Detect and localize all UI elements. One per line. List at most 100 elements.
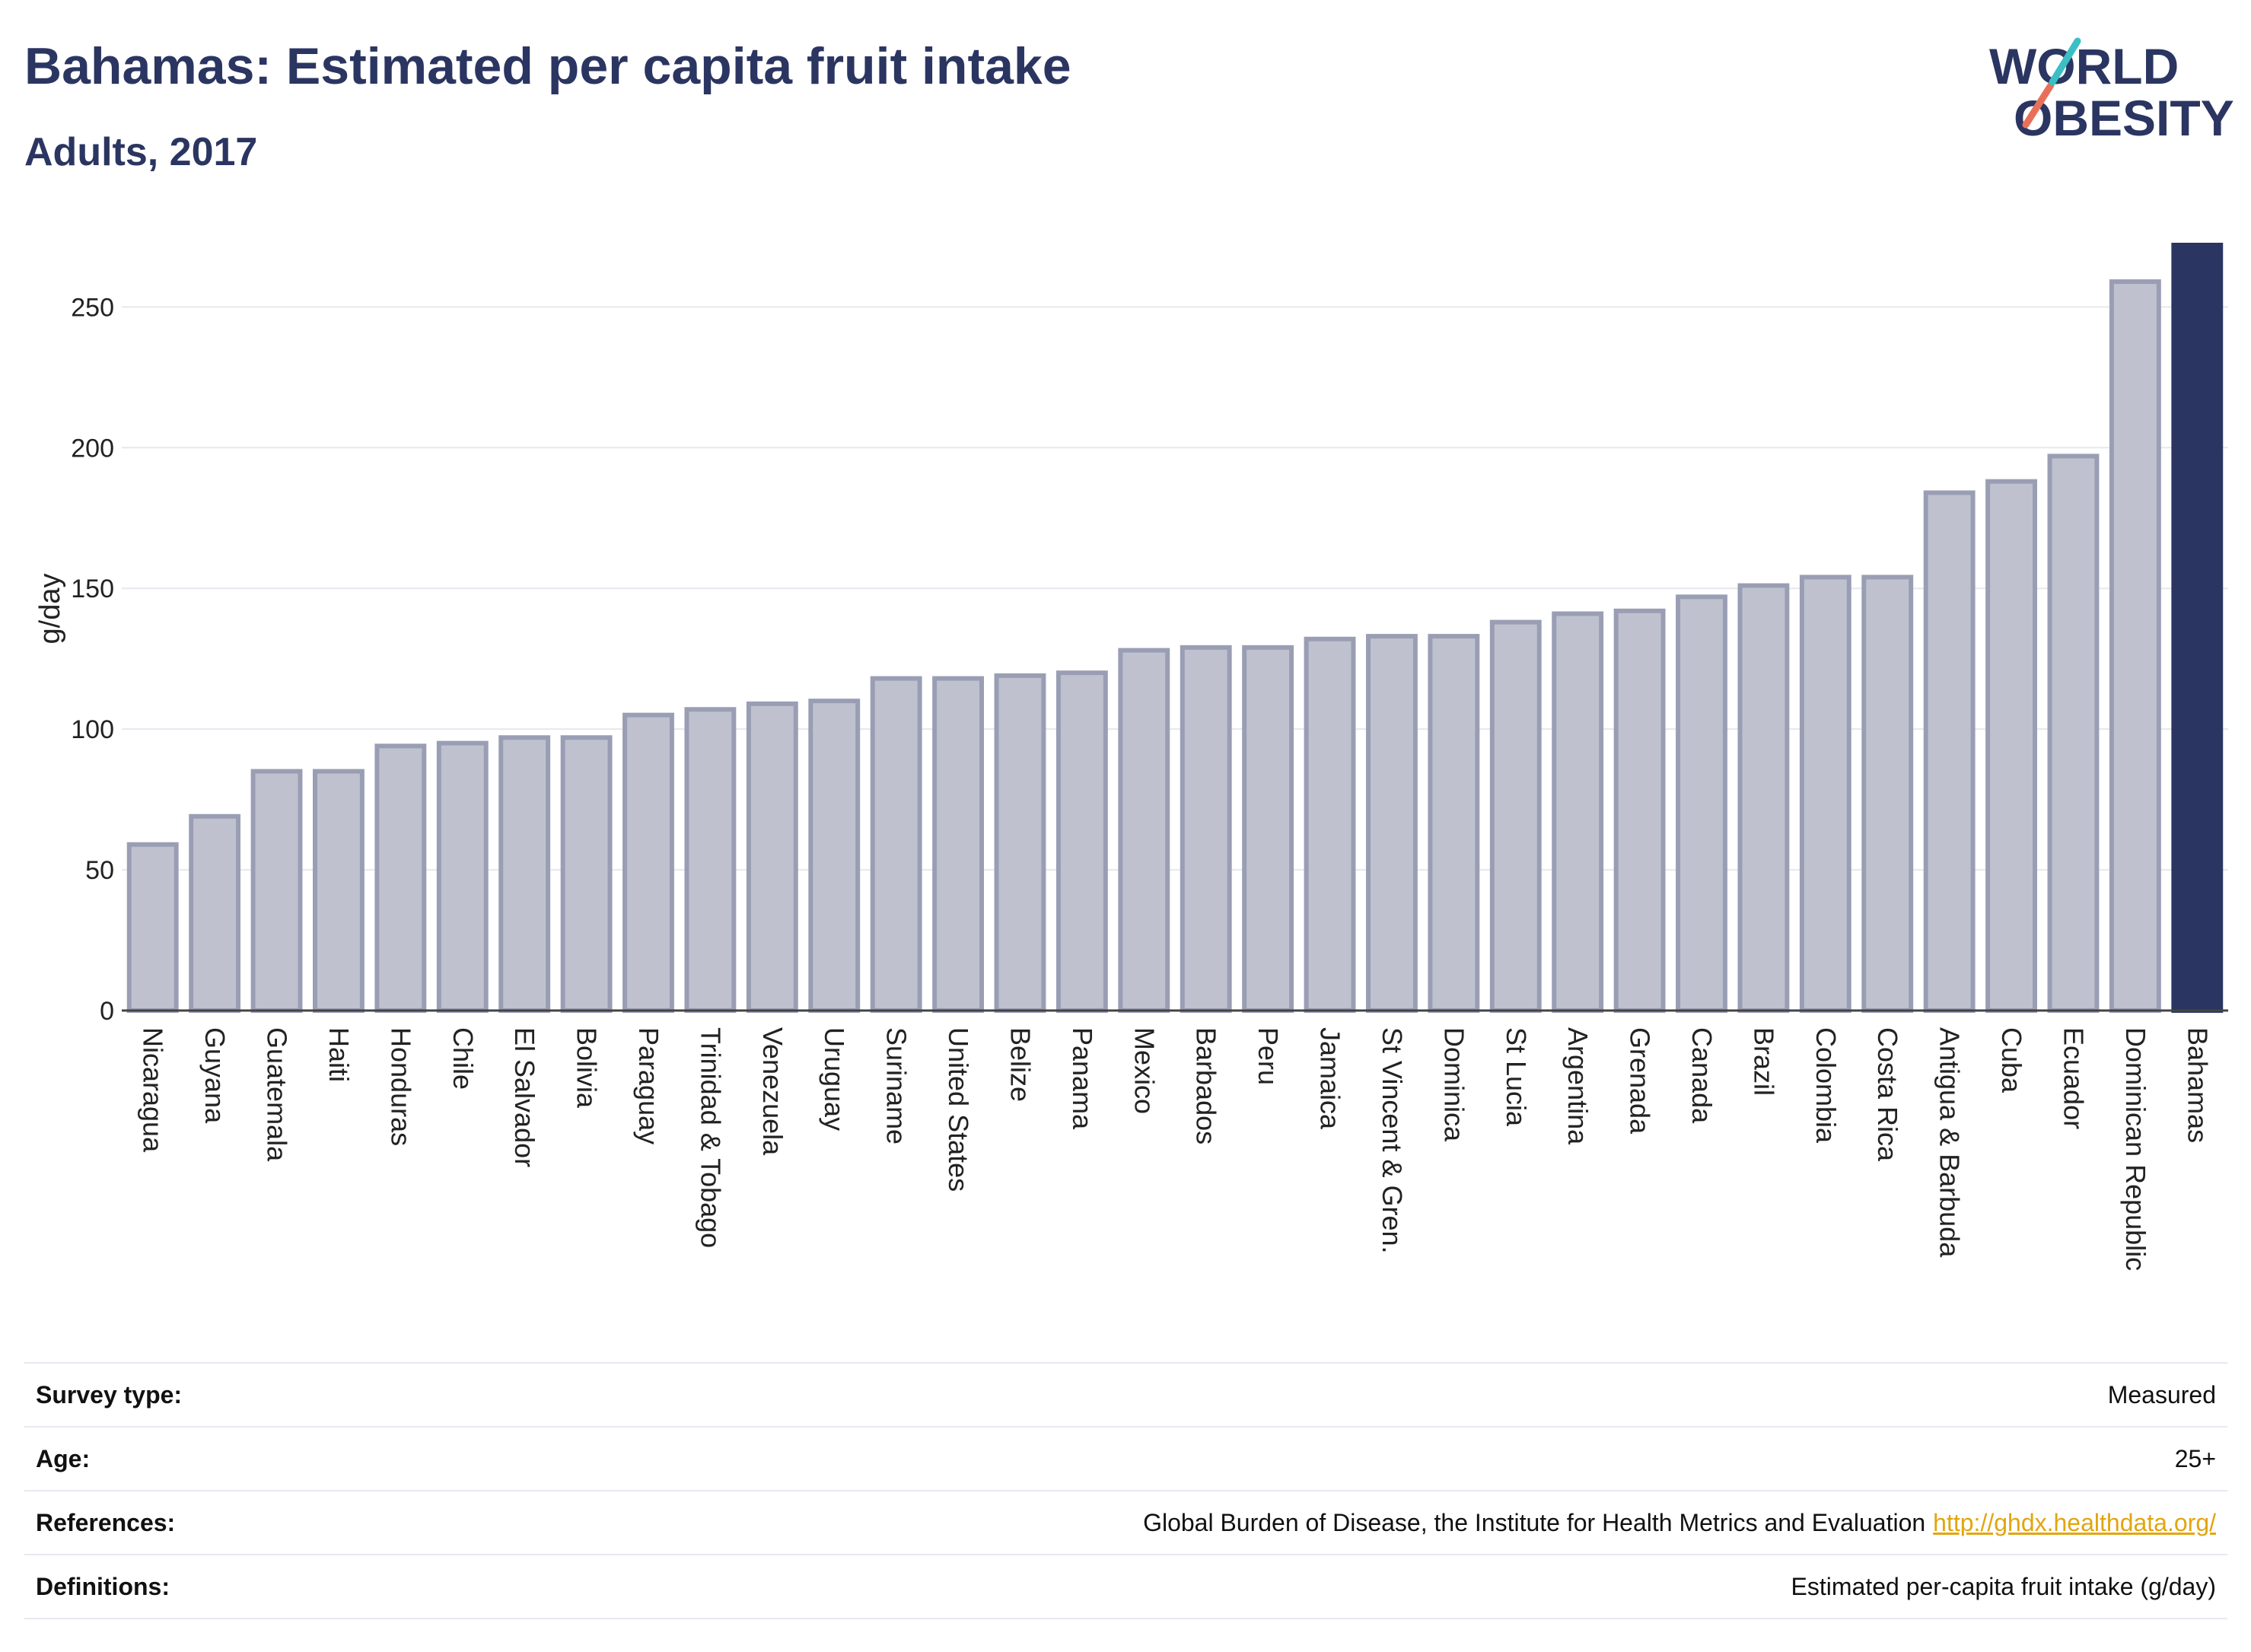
definitions-label: Definitions: <box>36 1572 170 1600</box>
age-row: Age: 25+ <box>24 1426 2227 1490</box>
survey-type-label: Survey type: <box>36 1380 183 1408</box>
x-tick-label: Panama <box>1067 1027 1098 1130</box>
survey-type-row: Survey type: Measured <box>24 1362 2227 1426</box>
references-label: References: <box>36 1508 176 1536</box>
x-tick-label: Grenada <box>1625 1027 1656 1135</box>
y-tick-label: 250 <box>71 293 114 322</box>
x-tick-label: Trinidad & Tobago <box>695 1027 726 1248</box>
bar-belize <box>994 673 1046 1013</box>
bar-ecuador <box>2047 454 2100 1013</box>
chart-subtitle: Adults, 2017 <box>24 130 258 174</box>
x-tick-label: Peru <box>1253 1027 1284 1085</box>
x-tick-label: Jamaica <box>1315 1027 1346 1130</box>
x-tick-label: Guatemala <box>262 1027 293 1162</box>
age-label: Age: <box>36 1444 91 1472</box>
x-tick-label: St Lucia <box>1501 1027 1532 1127</box>
bar-mexico <box>1118 648 1170 1014</box>
y-axis-label: g/day <box>34 574 66 645</box>
bar-st-lucia <box>1489 619 1542 1014</box>
bars <box>126 243 2224 1014</box>
y-tick-label: 100 <box>71 715 114 744</box>
x-tick-label: Guyana <box>199 1027 231 1124</box>
reference-link[interactable]: http://ghdx.healthdata.org/ <box>1933 1508 2216 1536</box>
bar-brazil <box>1737 583 1790 1013</box>
y-tick-label: 150 <box>71 575 114 603</box>
y-tick-label: 200 <box>71 434 114 463</box>
bar-costa-rica <box>1861 575 1914 1013</box>
definitions-value: Estimated per-capita fruit intake (g/day… <box>1791 1572 2216 1600</box>
bar-suriname <box>870 676 922 1014</box>
x-tick-label: United States <box>943 1027 974 1192</box>
bar-venezuela <box>746 701 798 1013</box>
bar-uruguay <box>808 699 861 1013</box>
x-tick-label: Honduras <box>385 1027 416 1146</box>
x-tick-label: Bahamas <box>2182 1027 2213 1143</box>
bar-jamaica <box>1304 636 1356 1013</box>
logo-line1: WORLD <box>1989 38 2179 94</box>
x-tick-label: Canada <box>1686 1027 1718 1124</box>
logo-line2: OBESITY <box>2014 90 2234 146</box>
x-tick-label: Nicaragua <box>138 1027 169 1153</box>
bar-peru <box>1242 645 1294 1013</box>
logo-slash-coral <box>2022 81 2055 129</box>
bar-united-states <box>932 676 984 1014</box>
bar-haiti <box>313 769 365 1013</box>
bar-el-salvador <box>498 735 551 1014</box>
y-tick-label: 0 <box>100 997 114 1026</box>
logo-slash-teal <box>2049 37 2081 86</box>
x-tick-label: Belize <box>1005 1027 1036 1102</box>
references-row: References: Global Burden of Disease, th… <box>24 1490 2227 1554</box>
bar-bahamas <box>2171 243 2224 1013</box>
bar-colombia <box>1799 575 1851 1013</box>
bar-st-vincent-gren- <box>1366 634 1418 1013</box>
bar-canada <box>1676 594 1727 1013</box>
bar-guatemala <box>250 769 303 1013</box>
x-tick-label: Paraguay <box>633 1027 664 1144</box>
bar-bolivia <box>560 735 613 1014</box>
world-obesity-logo: WORLD OBESITY <box>1989 37 2234 146</box>
references-text: Global Burden of Disease, the Institute … <box>1143 1508 1926 1536</box>
x-tick-label: Bolivia <box>572 1027 603 1109</box>
x-tick-label: Antigua & Barbuda <box>1934 1027 1966 1258</box>
bar-chile <box>436 740 489 1013</box>
bar-panama <box>1055 670 1108 1013</box>
bar-barbados <box>1180 645 1232 1013</box>
x-tick-label: Suriname <box>881 1027 912 1144</box>
x-tick-label: Chile <box>447 1027 479 1090</box>
bar-guyana <box>189 813 241 1014</box>
bar-dominica <box>1428 634 1480 1013</box>
bar-paraguay <box>622 712 674 1013</box>
bar-dominican-republic <box>2109 279 2161 1013</box>
bar-argentina <box>1552 611 1604 1013</box>
y-axis-ticks: 0 50 100 150 200 250 <box>71 293 114 1026</box>
x-tick-label: Costa Rica <box>1872 1027 1903 1162</box>
bar-trinidad-tobago <box>684 707 737 1013</box>
x-tick-label: Dominican Republic <box>2120 1027 2151 1271</box>
x-tick-label: Mexico <box>1129 1027 1160 1114</box>
bar-chart: 0 50 100 150 200 250 Nicaragua Guyana Guatemala… <box>34 243 2228 1271</box>
metadata-table: Survey type: Measured Age: 25+ Reference… <box>24 1362 2227 1619</box>
bar-cuba <box>1985 479 2037 1013</box>
x-tick-label: Haiti <box>323 1027 355 1082</box>
definitions-row: Definitions: Estimated per-capita fruit … <box>24 1554 2227 1619</box>
chart-title: Bahamas: Estimated per capita fruit inta… <box>24 37 1071 95</box>
x-tick-label: Colombia <box>1810 1027 1842 1144</box>
x-tick-label: Uruguay <box>819 1027 850 1131</box>
age-value: 25+ <box>2174 1444 2216 1472</box>
y-tick-label: 50 <box>85 856 114 885</box>
x-tick-label: Ecuador <box>2058 1027 2089 1129</box>
survey-type-value: Measured <box>2107 1380 2216 1408</box>
bar-honduras <box>374 743 427 1014</box>
x-tick-label: Cuba <box>1996 1027 2027 1093</box>
x-tick-label: Argentina <box>1562 1027 1594 1145</box>
bar-grenada <box>1613 608 1666 1013</box>
bar-antigua-barbuda <box>1923 490 1976 1013</box>
references-value: Global Burden of Disease, the Institute … <box>1143 1509 2227 1537</box>
x-tick-label: Venezuela <box>757 1027 788 1156</box>
x-tick-label: St Vincent & Gren. <box>1377 1027 1408 1254</box>
x-tick-label: Dominica <box>1438 1027 1469 1142</box>
x-axis-ticks: Nicaragua Guyana Guatemala Haiti Honduras Chi… <box>138 1027 2214 1271</box>
x-tick-label: Barbados <box>1191 1027 1222 1144</box>
bar-nicaragua <box>126 842 179 1013</box>
x-tick-label: El Salvador <box>509 1027 540 1167</box>
